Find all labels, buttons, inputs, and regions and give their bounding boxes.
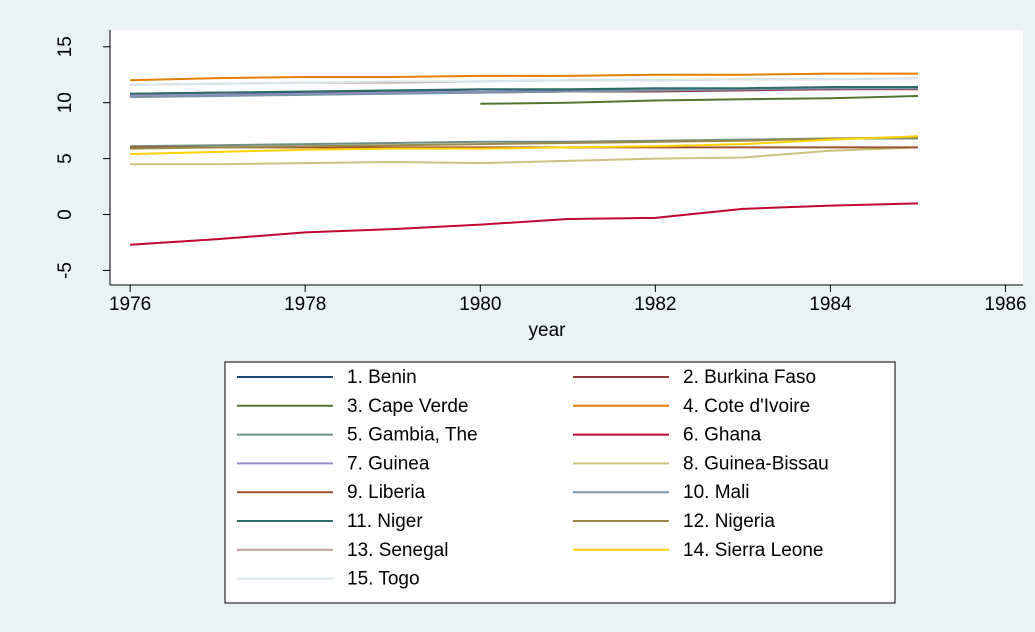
series-line: [130, 136, 919, 150]
y-tick-label: 15: [55, 36, 76, 57]
legend-label: 1. Benin: [347, 367, 417, 388]
x-tick-label: 1984: [809, 294, 852, 315]
series-line: [480, 95, 919, 105]
series-line: [130, 87, 918, 99]
x-tick-label: 1978: [284, 294, 326, 315]
legend-label: 14. Sierra Leone: [683, 540, 824, 561]
plot-region: [110, 30, 1023, 285]
y-tick-label: 5: [55, 153, 76, 164]
legend-label: 10. Mali: [683, 482, 750, 503]
legend-label: 2. Burkina Faso: [683, 367, 816, 388]
legend-label: 15. Togo: [347, 569, 420, 590]
legend-label: 13. Senegal: [347, 540, 448, 561]
series-line: [130, 202, 919, 246]
y-tick-label: 0: [55, 209, 76, 220]
legend-label: 12. Nigeria: [683, 511, 775, 532]
x-tick-label: 1986: [984, 294, 1026, 315]
y-tick-label: 10: [55, 92, 76, 113]
series-line: [130, 72, 918, 82]
legend-label: 11. Niger: [347, 511, 423, 532]
legend-label: 5. Gambia, The: [347, 425, 478, 446]
series-line: [130, 77, 919, 86]
legend-label: 8. Guinea-Bissau: [683, 453, 829, 474]
legend-label: 7. Guinea: [347, 453, 430, 474]
legend-label: 4. Cote d'Ivoire: [683, 396, 810, 417]
legend-box: [224, 361, 896, 604]
x-tick-label: 1976: [109, 294, 151, 315]
series-line: [130, 86, 918, 95]
x-tick-label: 1980: [459, 294, 501, 315]
series-line: [130, 135, 919, 156]
x-tick-label: 1982: [634, 294, 676, 315]
y-tick-label: -5: [55, 262, 76, 279]
series-line: [130, 146, 919, 166]
legend-label: 3. Cape Verde: [347, 396, 468, 417]
legend-label: 9. Liberia: [347, 482, 426, 503]
legend-label: 6. Ghana: [683, 425, 762, 446]
x-axis-label: year: [529, 320, 567, 341]
